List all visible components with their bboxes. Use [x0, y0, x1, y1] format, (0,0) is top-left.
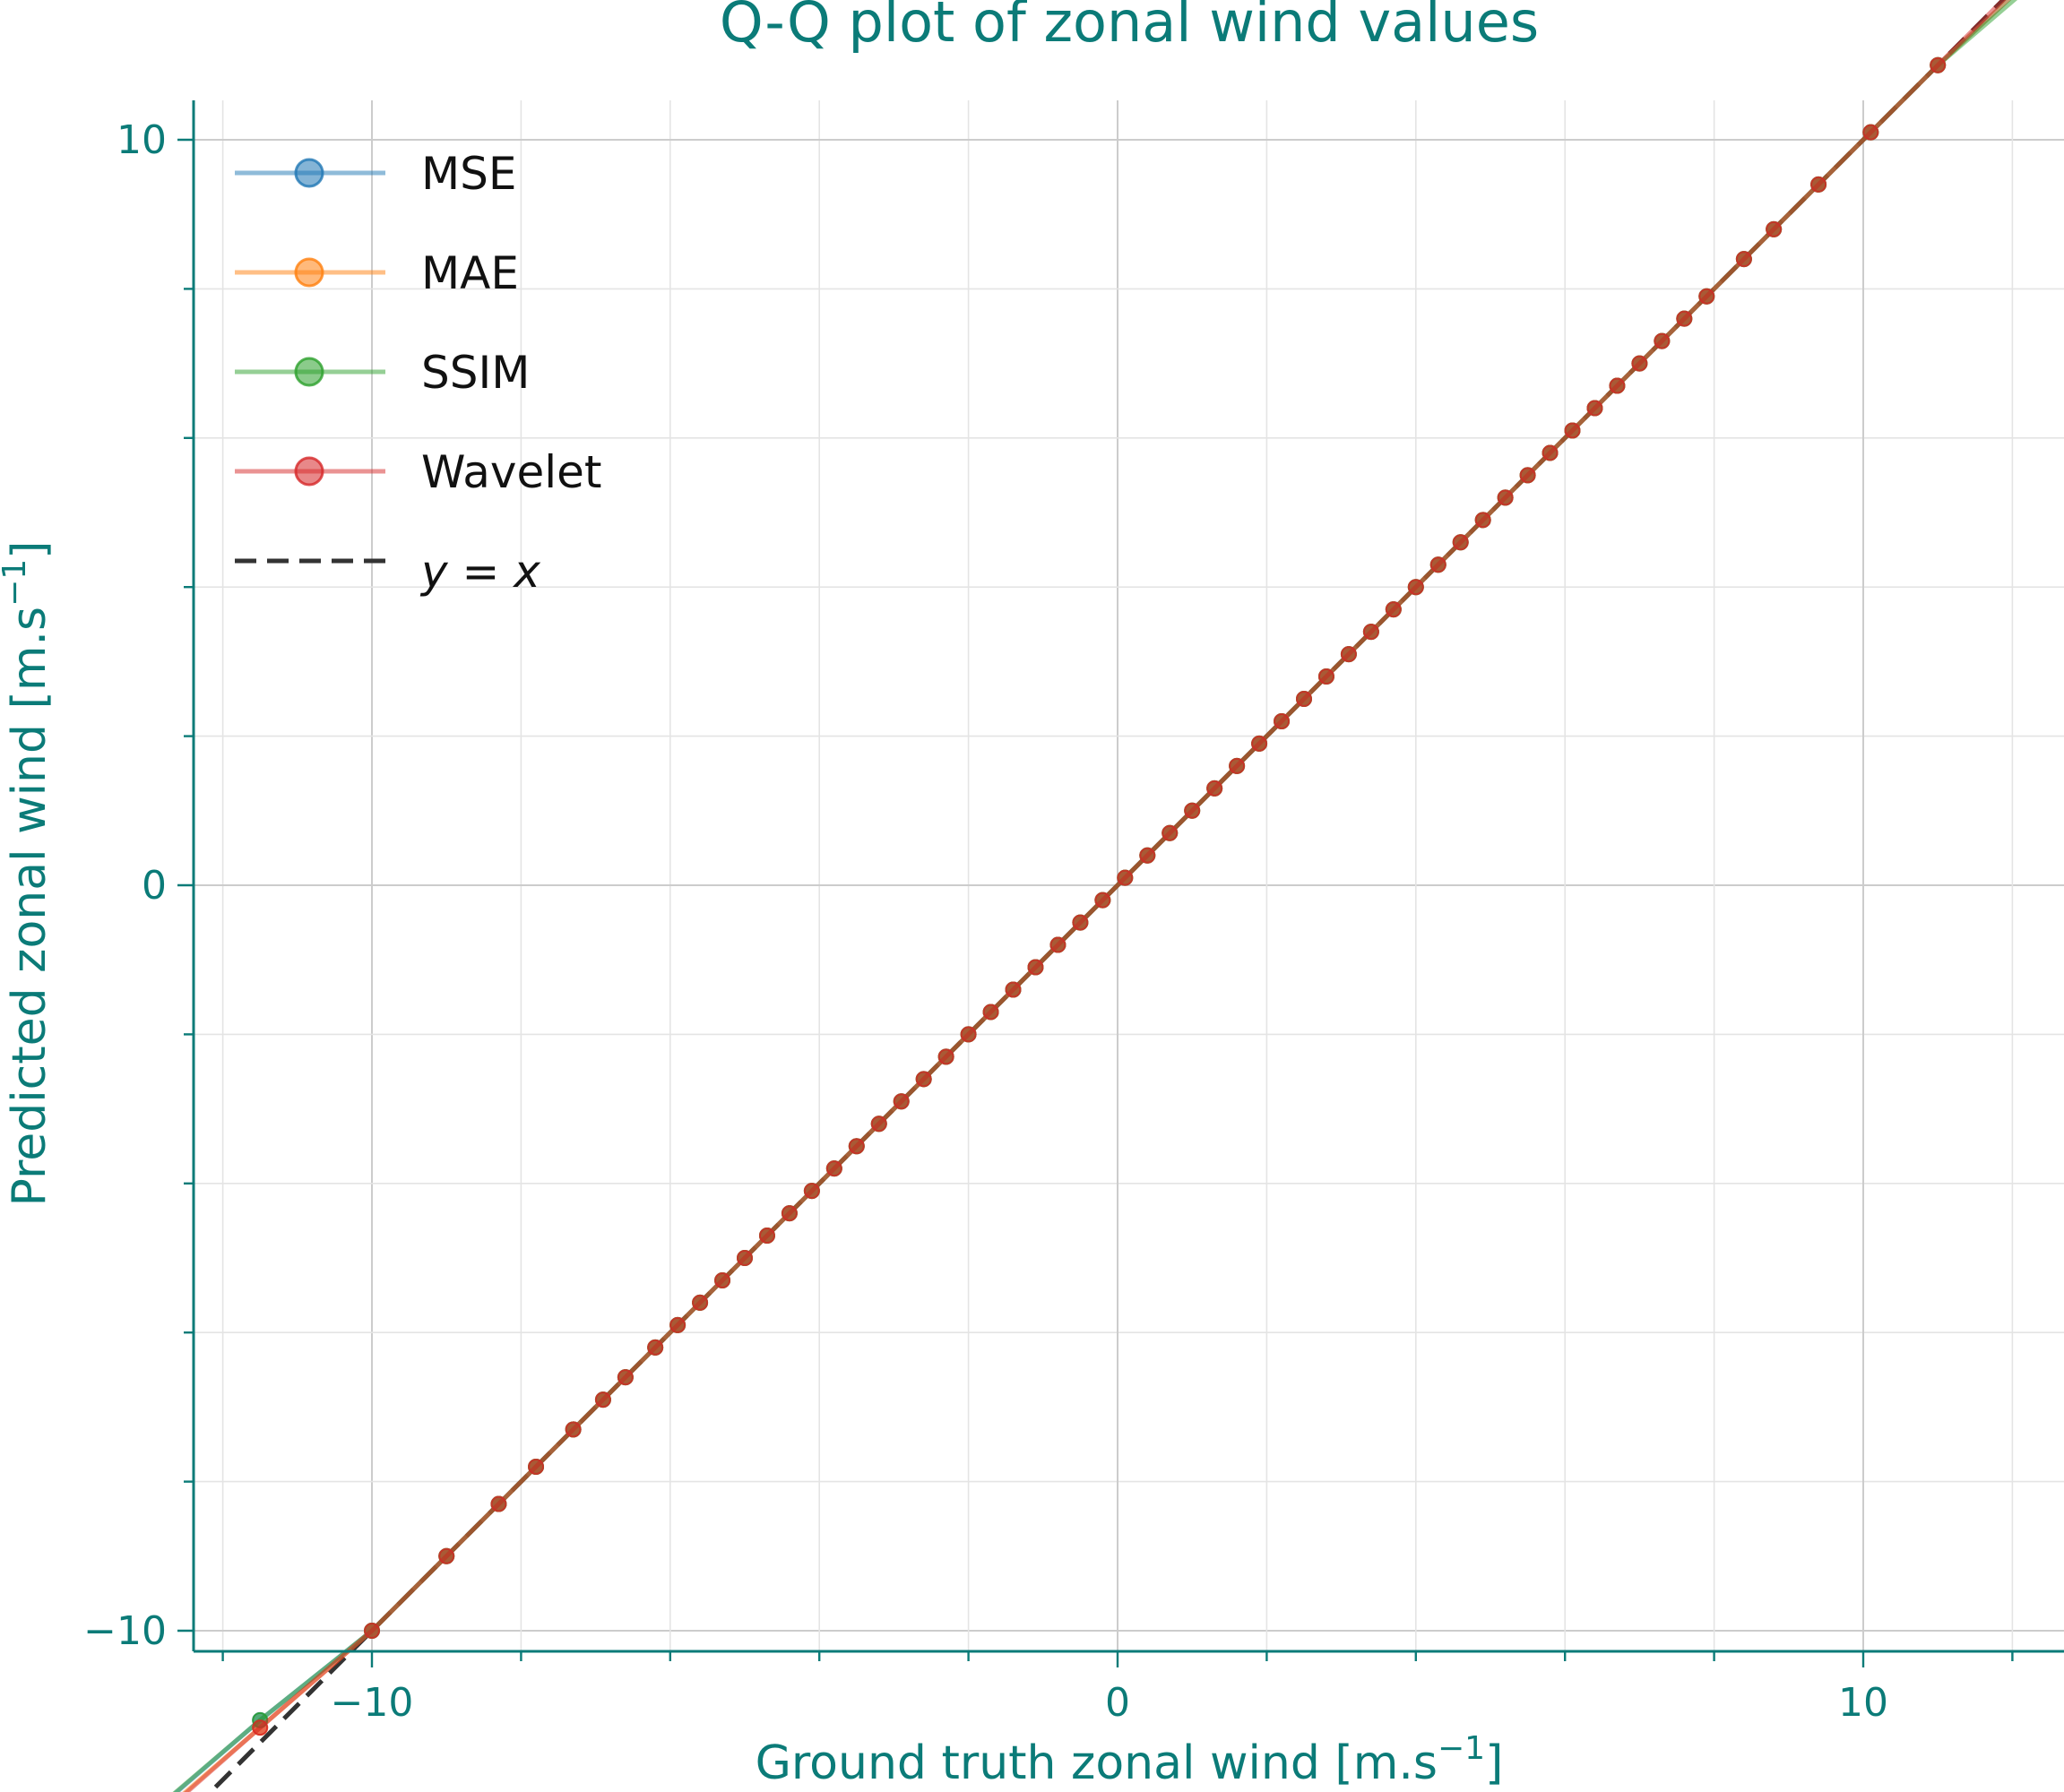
legend-label: MAE: [421, 247, 519, 299]
data-point: [692, 1294, 709, 1311]
grid: [194, 100, 2064, 1651]
data-point: [1229, 757, 1246, 774]
legend-entry-mae: MAE: [235, 247, 519, 299]
data-point: [565, 1421, 582, 1438]
legend-marker: [294, 257, 324, 288]
data-point: [1206, 780, 1223, 797]
data-point: [1274, 712, 1291, 729]
data-point: [1117, 869, 1134, 886]
data-point: [1317, 668, 1334, 685]
data-point: [490, 1495, 507, 1512]
legend-label: Wavelet: [421, 446, 602, 498]
y-axis-label: Predicted zonal wind [m.s−1]: [0, 541, 56, 1207]
y-tick-label: 10: [117, 117, 167, 163]
data-point: [1296, 691, 1312, 707]
chart-title: Q-Q plot of zonal wind values: [720, 0, 1539, 55]
data-point: [1049, 936, 1067, 953]
data-point: [1698, 288, 1715, 305]
legend-label: MSE: [421, 148, 516, 200]
y-tick-label: −10: [83, 1608, 167, 1654]
data-point: [1735, 251, 1752, 268]
x-tick-label: 0: [1105, 1680, 1130, 1726]
data-point: [1385, 601, 1402, 618]
data-point: [594, 1391, 611, 1409]
data-point: [1362, 624, 1379, 641]
x-tick-label: −10: [331, 1680, 414, 1726]
data-point: [1429, 556, 1447, 573]
legend-entry-ssim: SSIM: [235, 347, 530, 399]
legend-entry-wavelet: Wavelet: [235, 446, 602, 498]
data-point: [758, 1228, 775, 1245]
data-point: [848, 1138, 865, 1155]
data-point: [937, 1048, 954, 1065]
data-point: [1139, 847, 1156, 864]
data-point: [825, 1160, 842, 1177]
data-point: [960, 1026, 977, 1043]
data-point: [617, 1369, 634, 1386]
data-point: [1676, 310, 1693, 327]
data-point: [1072, 914, 1089, 931]
data-point: [1005, 981, 1022, 998]
data-point: [1184, 802, 1201, 819]
data-point: [1027, 959, 1044, 976]
legend-entry-mse: MSE: [235, 148, 516, 200]
data-point: [1474, 512, 1491, 529]
data-point: [781, 1205, 798, 1222]
data-point: [1654, 332, 1671, 349]
data-point: [1497, 489, 1514, 506]
data-point: [1609, 377, 1626, 394]
data-point: [1586, 400, 1603, 417]
legend-marker: [294, 357, 324, 387]
data-point: [1930, 56, 1947, 73]
data-point: [982, 1004, 999, 1021]
data-point: [1766, 220, 1783, 237]
data-point: [803, 1183, 820, 1200]
data-point: [870, 1116, 887, 1133]
y-tick-label: 0: [142, 863, 167, 909]
data-point: [1340, 646, 1357, 663]
data-point: [669, 1316, 687, 1333]
data-point: [714, 1271, 731, 1288]
data-point: [528, 1458, 545, 1475]
legend-marker: [294, 456, 324, 487]
x-tick-label: 10: [1838, 1680, 1888, 1726]
data-point: [1564, 422, 1581, 439]
data-point: [1542, 444, 1559, 461]
legend: MSE MAE SSIM Wavelet y = x: [235, 148, 602, 598]
data-point: [1519, 467, 1536, 484]
data-point: [647, 1339, 664, 1356]
data-point: [893, 1093, 910, 1110]
data-point: [1631, 355, 1648, 372]
data-point: [1862, 124, 1879, 141]
data-point: [364, 1623, 380, 1639]
data-point: [737, 1250, 753, 1266]
legend-label: y = x: [419, 546, 540, 598]
data-point: [438, 1547, 455, 1564]
legend-marker: [294, 158, 324, 188]
data-point: [1251, 735, 1268, 752]
data-point: [252, 1719, 269, 1736]
data-point: [1094, 892, 1111, 909]
data-point: [1452, 534, 1469, 551]
legend-label: SSIM: [421, 347, 530, 399]
data-point: [915, 1071, 932, 1088]
legend-entry-reference: y = x: [235, 546, 540, 598]
data-point: [1810, 176, 1827, 193]
data-point: [1407, 579, 1424, 596]
data-point: [1162, 824, 1179, 841]
x-axis-label: Ground truth zonal wind [m.s−1]: [756, 1730, 1504, 1790]
